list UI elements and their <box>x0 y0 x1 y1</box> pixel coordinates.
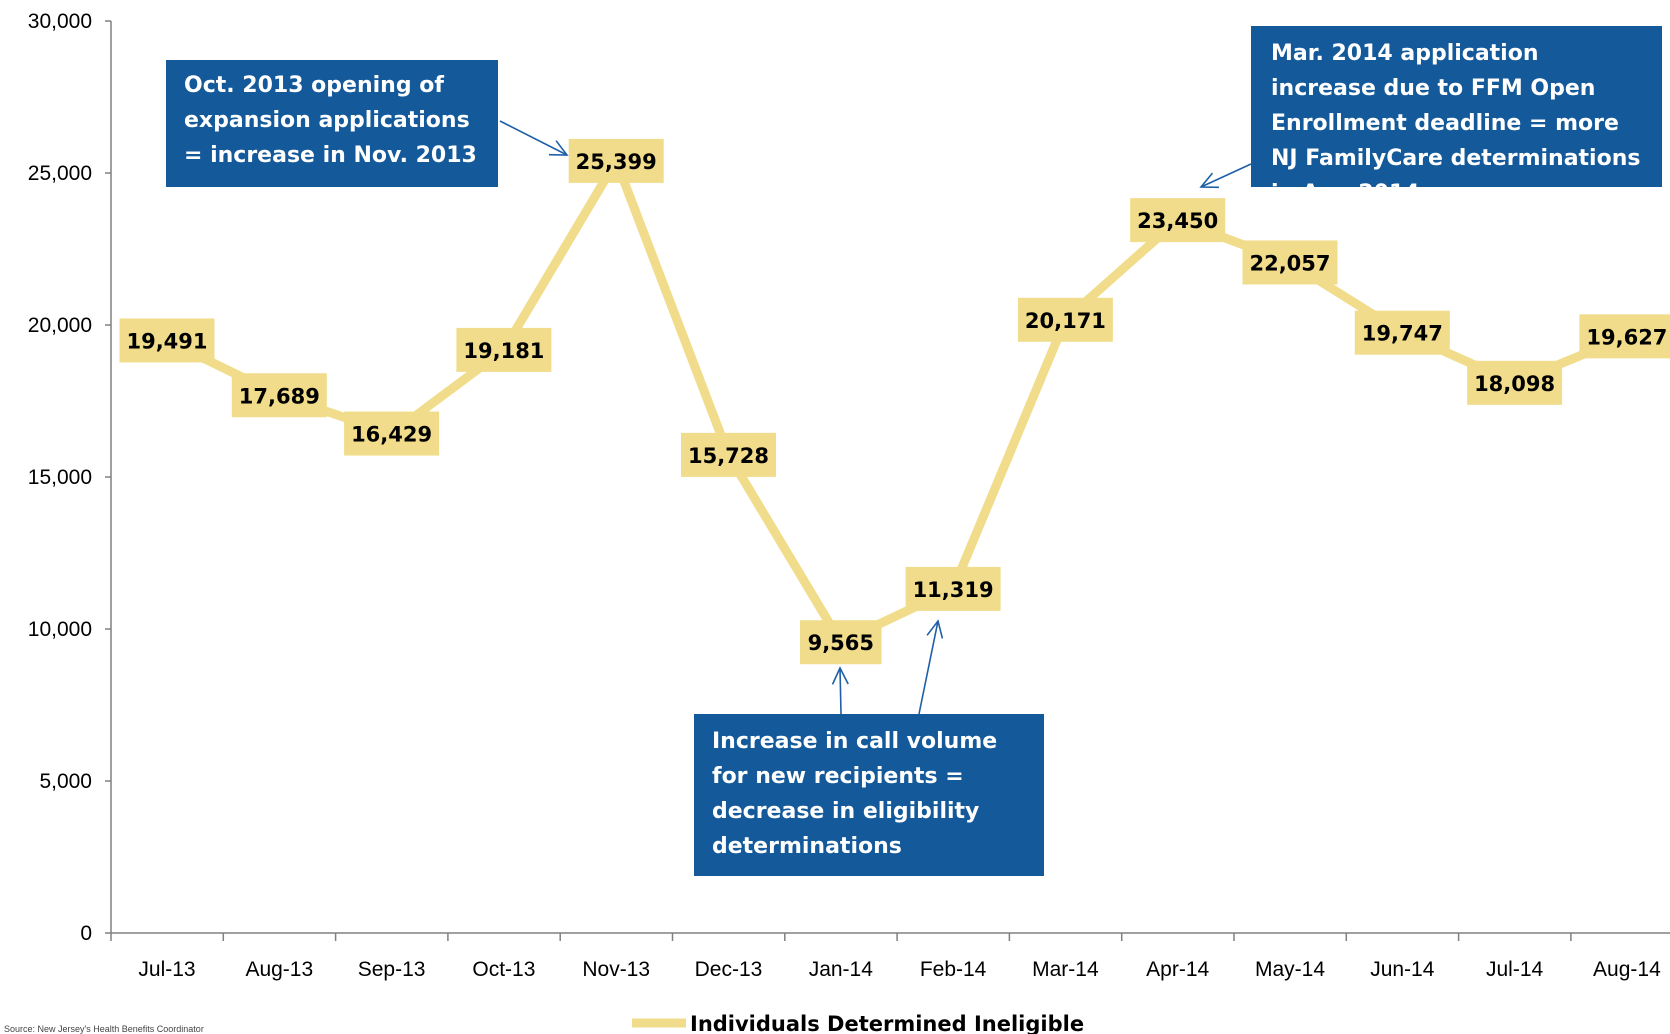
data-label-text: 11,319 <box>913 578 994 602</box>
x-tick-label: Jan-14 <box>809 958 874 981</box>
y-tick-label: 25,000 <box>28 162 92 185</box>
x-tick-label: Nov-13 <box>582 958 650 981</box>
data-label-box <box>119 318 215 363</box>
x-tick-label: Sep-13 <box>358 958 426 981</box>
data-label-box <box>568 138 664 183</box>
data-label-text: 19,627 <box>1586 325 1667 349</box>
x-tick-label: Jul-14 <box>1486 958 1544 981</box>
data-label-text: 17,689 <box>239 384 320 408</box>
data-label: 11,319 <box>905 566 1001 611</box>
arrow-head <box>926 619 944 639</box>
annotation-mar-2014: Mar. 2014 application increase due to FF… <box>1251 26 1662 206</box>
data-labels: 19,491 17,689 16,429 19,181 25,399 15,728 9,56… <box>119 138 1670 665</box>
data-label-box <box>1130 198 1226 243</box>
annotation-oct-2013: Oct. 2013 opening of expansion applicati… <box>166 60 498 187</box>
x-tick-label: Aug-13 <box>245 958 313 981</box>
data-label: 17,689 <box>231 373 327 418</box>
x-tick-label: Aug-14 <box>1593 958 1661 981</box>
data-label: 19,747 <box>1354 310 1450 355</box>
data-label: 9,565 <box>800 620 882 665</box>
data-label-box <box>800 620 882 665</box>
legend: Individuals Determined Ineligible <box>632 1012 1084 1034</box>
data-label: 23,450 <box>1130 198 1226 243</box>
series-line <box>165 156 1629 647</box>
data-label-box <box>1017 297 1113 342</box>
data-label-text: 22,057 <box>1249 251 1330 275</box>
data-label: 16,429 <box>344 411 440 456</box>
data-label-text: 20,171 <box>1025 309 1106 333</box>
y-tick-label: 0 <box>80 922 92 945</box>
data-label: 19,181 <box>456 327 552 372</box>
y-tick-label: 5,000 <box>39 770 92 793</box>
arrow-shaft <box>1200 163 1252 188</box>
annotation-call-volume: Increase in call volume for new recipien… <box>694 714 1044 876</box>
data-label: 25,399 <box>568 138 664 183</box>
x-axis: Jul-13 Aug-13 Sep-13 Oct-13 Nov-13 Dec-13 Jan-… <box>110 932 1670 981</box>
data-label-text: 23,450 <box>1137 209 1218 233</box>
data-label: 15,728 <box>681 432 776 477</box>
annotation-arrows <box>499 120 1252 715</box>
x-tick-label: Oct-13 <box>472 958 535 981</box>
x-tick-label: May-14 <box>1255 958 1325 981</box>
series-layer <box>165 156 1629 647</box>
data-label-box <box>905 566 1001 611</box>
x-tick-label: Dec-13 <box>695 958 763 981</box>
data-label-text: 19,747 <box>1362 322 1443 346</box>
data-label-text: 18,098 <box>1474 372 1555 396</box>
arrow-head <box>831 666 849 685</box>
data-label-box <box>344 411 440 456</box>
data-label: 18,098 <box>1467 360 1563 405</box>
data-label-text: 19,491 <box>126 329 207 353</box>
source-note: Source: New Jersey's Health Benefits Coo… <box>4 1024 204 1034</box>
y-tick-label: 20,000 <box>28 314 92 337</box>
data-label-box <box>1242 240 1338 285</box>
annotation-arrow <box>918 619 944 715</box>
annotation-arrow <box>1199 163 1252 189</box>
x-tick-label: Apr-14 <box>1146 958 1209 981</box>
data-label: 20,171 <box>1017 297 1113 342</box>
y-axis: 0 5,000 10,000 15,000 20,000 25,000 30,000 <box>28 10 112 945</box>
data-label: 22,057 <box>1242 240 1338 285</box>
data-label-box <box>1354 310 1450 355</box>
arrow-shaft <box>499 120 568 156</box>
data-label-box <box>456 327 552 372</box>
data-label: 19,627 <box>1579 314 1670 359</box>
annotation-arrow <box>499 120 569 156</box>
data-label: 19,491 <box>119 318 215 363</box>
data-label-box <box>1579 314 1670 359</box>
arrow-shaft <box>839 667 842 715</box>
data-label-box <box>231 373 327 418</box>
data-label-box <box>681 432 776 477</box>
arrow-head <box>1199 172 1220 189</box>
legend-label: Individuals Determined Ineligible <box>690 1012 1084 1034</box>
arrow-head <box>548 140 569 156</box>
y-tick-label: 10,000 <box>28 618 92 641</box>
x-tick-label: Jul-13 <box>138 958 195 981</box>
y-tick-label: 30,000 <box>28 10 92 33</box>
annotation-arrow <box>831 666 849 715</box>
data-label-text: 9,565 <box>808 631 874 655</box>
data-label-text: 15,728 <box>688 444 769 468</box>
x-tick-label: Jun-14 <box>1370 958 1435 981</box>
data-label-box <box>1467 360 1563 405</box>
x-tick-label: Feb-14 <box>920 958 987 981</box>
data-label-text: 25,399 <box>576 150 657 174</box>
data-label-text: 19,181 <box>463 339 544 363</box>
y-tick-label: 15,000 <box>28 466 92 489</box>
x-tick-label: Mar-14 <box>1032 958 1099 981</box>
arrow-shaft <box>918 620 939 715</box>
data-label-text: 16,429 <box>351 423 432 447</box>
